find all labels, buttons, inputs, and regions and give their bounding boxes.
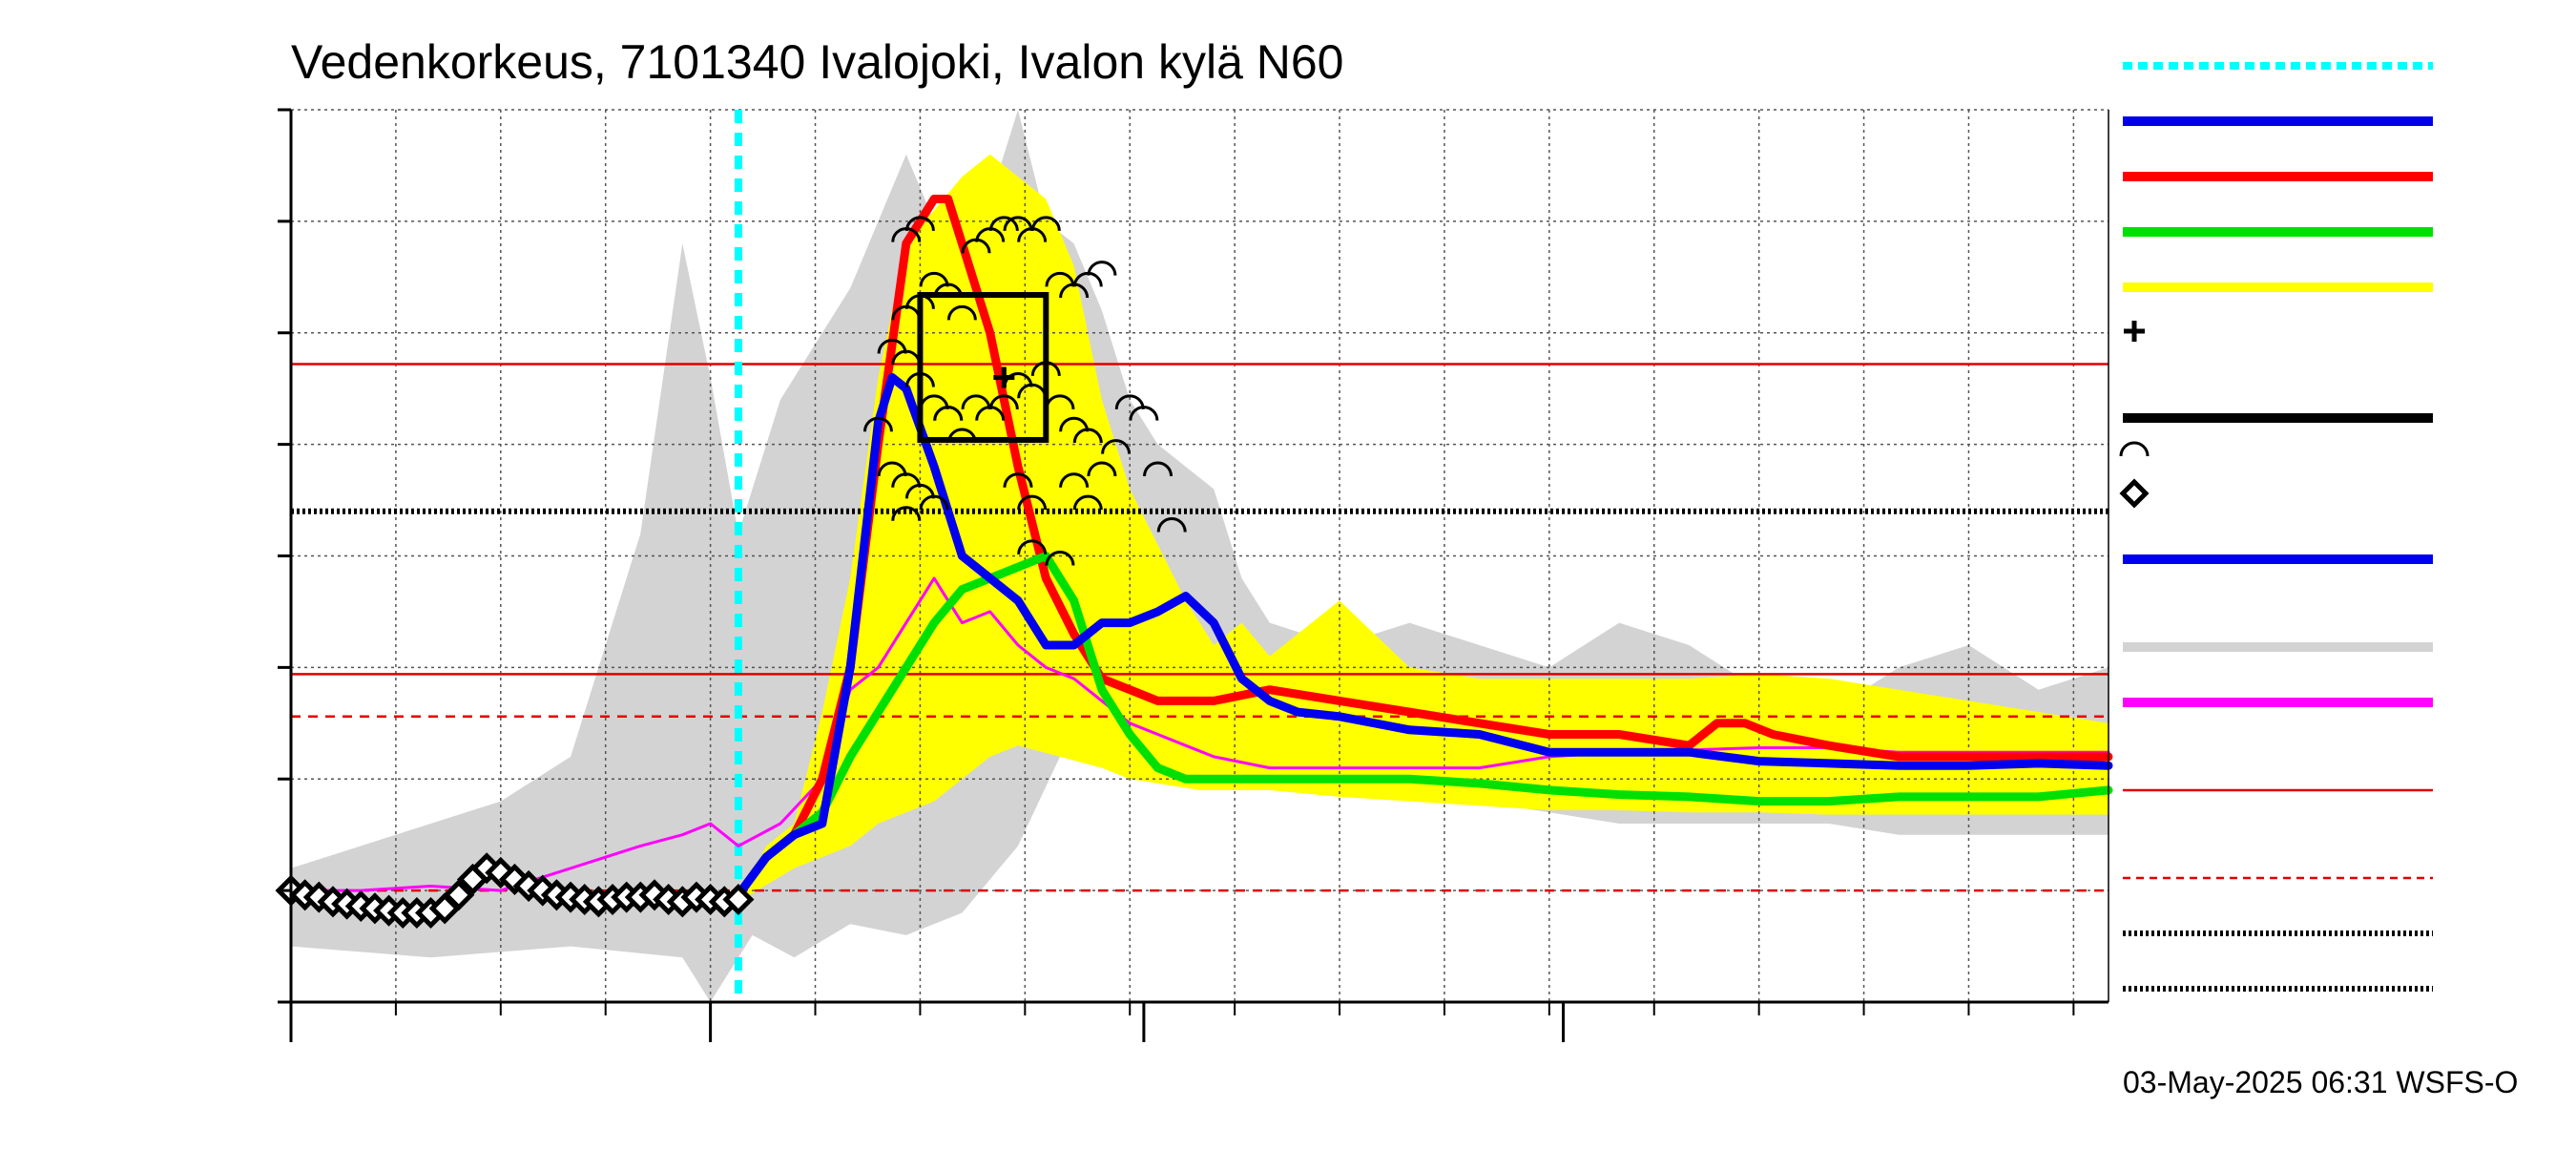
individual-peak-marker	[1072, 428, 1103, 444]
observed-marker	[722, 883, 755, 916]
observed-marker	[485, 856, 517, 889]
individual-peak-marker	[919, 271, 949, 287]
series-line-pienimm-n-huipun-ennuste	[734, 552, 2113, 900]
individual-peak-marker	[1129, 406, 1159, 421]
individual-peak-marker	[1072, 494, 1103, 511]
chart-title: Vedenkorkeus, 7101340 Ivalojoki, Ivalon …	[291, 35, 1344, 89]
individual-peak-marker	[891, 506, 922, 521]
individual-peak-marker	[1087, 461, 1117, 477]
observed-marker	[443, 879, 475, 911]
individual-peak-marker	[1045, 271, 1075, 287]
individual-peak-marker	[904, 483, 935, 499]
legend-observed-symbol	[2119, 478, 2150, 509]
individual-peak-marker	[1087, 261, 1117, 276]
individual-peak-marker	[891, 472, 922, 488]
individual-peak-marker	[1156, 517, 1187, 533]
individual-peak-marker	[904, 216, 935, 231]
series-layer	[275, 195, 2113, 930]
series-line-huipun-keskiennuste	[734, 373, 2113, 900]
legend-peak-symbol	[2119, 441, 2150, 457]
individual-peak-marker	[961, 394, 991, 409]
individual-peak-marker	[877, 461, 907, 477]
individual-peak-marker	[862, 416, 893, 432]
peaks-layer	[862, 216, 1187, 566]
legend-layer	[2119, 62, 2433, 992]
individual-peak-marker	[1059, 472, 1090, 488]
legend-mean-peak-symbol	[2124, 321, 2145, 342]
individual-peak-marker	[1114, 394, 1145, 409]
series-line-suurimman-huipun-ennuste	[734, 195, 2113, 900]
individual-peak-marker	[933, 406, 964, 421]
individual-peak-marker	[1017, 494, 1048, 511]
individual-peak-marker	[1045, 551, 1075, 566]
observed-marker	[498, 863, 530, 895]
individual-peak-marker	[1143, 461, 1174, 477]
individual-peak-marker	[919, 494, 949, 511]
reference-lines-layer	[291, 110, 2109, 1002]
individual-peak-marker	[1003, 472, 1033, 488]
axes-layer	[278, 108, 2109, 1042]
individual-peak-marker	[1003, 216, 1033, 231]
individual-peak-marker	[988, 394, 1019, 409]
mean-peak-marker	[993, 366, 1015, 388]
forecast-band	[737, 154, 2109, 902]
individual-peak-marker	[1059, 416, 1090, 432]
individual-peak-marker	[877, 339, 907, 354]
chart-footer: 03-May-2025 06:31 WSFS-O	[2123, 1065, 2518, 1099]
probable-peak-box	[917, 292, 1049, 443]
individual-peak-marker	[1101, 439, 1132, 454]
individual-peak-marker	[1030, 216, 1061, 231]
individual-peak-marker	[946, 305, 977, 321]
individual-peak-marker	[988, 216, 1019, 231]
individual-peak-marker	[1017, 539, 1048, 554]
